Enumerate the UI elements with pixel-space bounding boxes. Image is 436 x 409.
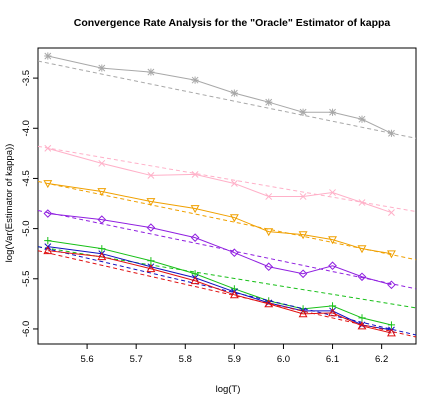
data-point bbox=[328, 308, 337, 317]
series-3 bbox=[38, 180, 416, 261]
data-point bbox=[298, 231, 308, 240]
data-point bbox=[97, 252, 107, 261]
data-point bbox=[388, 209, 395, 216]
data-point bbox=[43, 246, 53, 255]
data-point bbox=[98, 64, 106, 72]
x-tick-label: 6.1 bbox=[326, 354, 339, 365]
series-line bbox=[47, 55, 392, 134]
data-point bbox=[358, 115, 366, 123]
data-point bbox=[387, 250, 396, 259]
data-point bbox=[190, 276, 200, 285]
x-tick-label: 5.7 bbox=[130, 354, 143, 365]
y-tick-label: -5.5 bbox=[21, 271, 32, 287]
y-tick-label: -4.5 bbox=[21, 170, 32, 186]
plot-frame bbox=[37, 47, 417, 345]
data-point bbox=[97, 215, 107, 224]
x-tick-label: 6.2 bbox=[375, 354, 388, 365]
fit-line bbox=[38, 145, 416, 213]
plot-area bbox=[38, 52, 416, 338]
data-point bbox=[43, 180, 53, 189]
data-point bbox=[299, 193, 307, 200]
series-7 bbox=[38, 246, 416, 338]
y-tick-label: -5.0 bbox=[21, 220, 32, 236]
y-tick-label: -6.0 bbox=[21, 321, 32, 337]
y-axis-label: log(Var(Estimator of kappa)) bbox=[4, 144, 15, 263]
series-2 bbox=[38, 144, 416, 216]
x-axis-label: log(T) bbox=[216, 384, 241, 395]
series-line bbox=[47, 182, 392, 255]
data-point bbox=[191, 76, 199, 84]
data-point bbox=[265, 98, 273, 106]
series-line bbox=[47, 147, 392, 214]
series-line bbox=[47, 246, 392, 331]
data-point bbox=[328, 261, 337, 271]
data-point bbox=[191, 171, 199, 178]
data-point bbox=[147, 257, 155, 265]
data-point bbox=[357, 321, 367, 330]
data-point bbox=[44, 237, 52, 245]
data-point bbox=[146, 264, 156, 273]
data-point bbox=[44, 52, 52, 60]
data-point bbox=[44, 144, 52, 152]
data-point bbox=[387, 280, 396, 290]
data-point bbox=[265, 193, 273, 200]
fit-line bbox=[38, 250, 416, 338]
data-point bbox=[358, 314, 366, 322]
data-point bbox=[357, 245, 367, 254]
data-point bbox=[357, 272, 367, 282]
data-point bbox=[298, 269, 308, 279]
data-point bbox=[146, 198, 156, 207]
data-point bbox=[147, 68, 155, 76]
series-6 bbox=[38, 243, 416, 336]
data-point bbox=[387, 328, 396, 337]
data-point bbox=[230, 89, 238, 97]
y-tick-label: -3.5 bbox=[21, 70, 32, 86]
data-point bbox=[358, 199, 366, 206]
data-point bbox=[98, 159, 106, 167]
data-point bbox=[230, 180, 238, 187]
data-point bbox=[229, 290, 239, 299]
data-point bbox=[229, 214, 239, 223]
data-point bbox=[328, 108, 337, 116]
series-line bbox=[47, 213, 392, 286]
data-point bbox=[97, 188, 107, 197]
data-point bbox=[264, 262, 274, 272]
y-tick-label: -4.0 bbox=[21, 120, 32, 136]
data-point bbox=[147, 172, 155, 179]
series-1 bbox=[38, 52, 416, 139]
series-4 bbox=[38, 209, 416, 290]
data-point bbox=[190, 233, 200, 242]
data-point bbox=[329, 189, 336, 196]
data-point bbox=[146, 223, 156, 232]
x-tick-label: 5.8 bbox=[179, 354, 192, 365]
data-point bbox=[264, 228, 274, 237]
chart-title: Convergence Rate Analysis for the "Oracl… bbox=[74, 17, 391, 29]
x-tick-label: 6.0 bbox=[277, 354, 290, 365]
data-point bbox=[299, 108, 307, 116]
data-point bbox=[328, 236, 337, 245]
fit-line bbox=[38, 60, 416, 139]
data-point bbox=[387, 321, 396, 329]
series-5 bbox=[38, 237, 416, 329]
data-point bbox=[230, 248, 239, 257]
series-line bbox=[47, 250, 392, 334]
x-tick-label: 5.9 bbox=[228, 354, 241, 365]
data-point bbox=[387, 129, 396, 137]
data-point bbox=[98, 245, 106, 253]
fit-line bbox=[38, 210, 416, 290]
data-point bbox=[43, 209, 53, 218]
x-tick-label: 5.6 bbox=[80, 354, 93, 365]
data-point bbox=[264, 299, 274, 308]
data-point bbox=[298, 309, 308, 318]
data-point bbox=[190, 205, 200, 214]
series-line bbox=[47, 240, 392, 326]
